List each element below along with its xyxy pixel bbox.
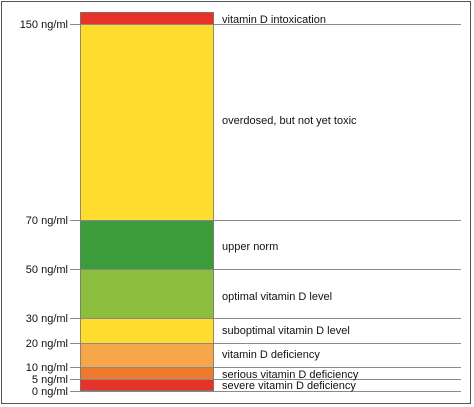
band-label-2: vitamin D deficiency: [222, 349, 320, 361]
band-label-1: serious vitamin D deficiency: [222, 369, 359, 381]
band-4: [80, 269, 214, 318]
bar-outline: [80, 12, 214, 391]
band-7: [80, 12, 214, 24]
band-2: [80, 343, 214, 367]
band-label-3: suboptimal vitamin D level: [222, 325, 350, 337]
band-label-4: optimal vitamin D level: [222, 291, 332, 303]
y-tick-label-1: 70 ng/ml: [26, 215, 68, 227]
band-label-6: overdosed, but not yet toxic: [222, 115, 357, 127]
band-label-5: upper norm: [222, 241, 278, 253]
band-label-0: severe vitamin D deficiency: [222, 380, 356, 392]
y-tick-label-6: 5 ng/ml: [32, 374, 68, 386]
y-tick-label-4: 20 ng/ml: [26, 338, 68, 350]
y-tick-label-5: 10 ng/ml: [26, 362, 68, 374]
band-6: [80, 24, 214, 220]
y-tick-label-2: 50 ng/ml: [26, 264, 68, 276]
y-tick-label-7: 0 ng/ml: [32, 386, 68, 398]
band-5: [80, 220, 214, 269]
band-1: [80, 367, 214, 379]
band-0: [80, 379, 214, 391]
band-label-7: vitamin D intoxication: [222, 14, 326, 26]
band-3: [80, 318, 214, 343]
y-tick-label-0: 150 ng/ml: [20, 19, 68, 31]
y-tick-label-3: 30 ng/ml: [26, 313, 68, 325]
